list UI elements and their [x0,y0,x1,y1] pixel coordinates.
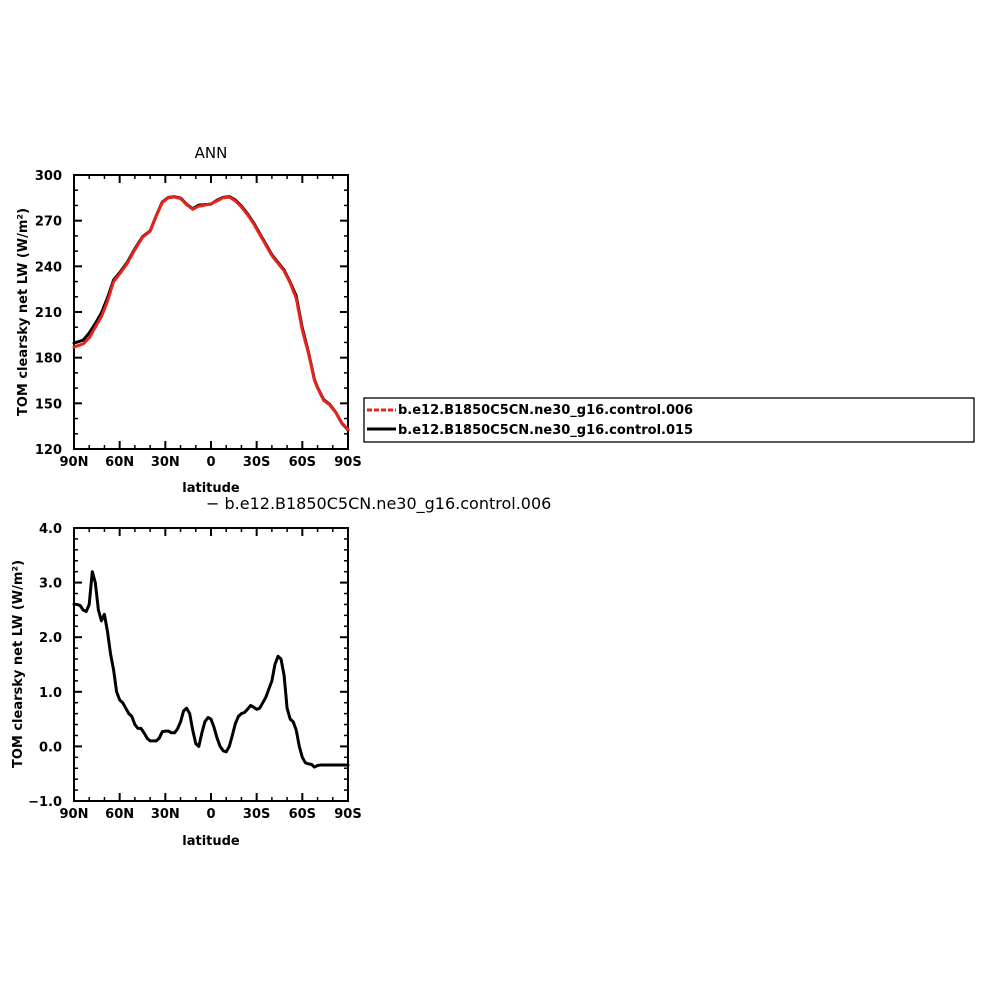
bottom-series-line-1 [72,570,350,769]
top-x-tick-label: 90S [334,455,361,470]
top-y-tick-label: 150 [35,397,62,412]
top-series-line-1 [72,195,350,431]
bottom-plot-frame [73,527,349,802]
legend-box [363,397,975,443]
top-y-tick-label: 180 [35,352,62,367]
bottom-x-tick-label: 90N [60,807,89,822]
legend-label-015: b.e12.B1850C5CN.ne30_g16.control.015 [398,423,693,438]
bottom-x-tick-label: 60S [289,807,316,822]
top-y-tick-label: 240 [35,260,62,275]
top-y-tick-label: 270 [35,215,62,230]
top-panel: ANN 90N 60N 30N 0 30S 60S 90S 120 150 180 210 240 27… [16,144,362,496]
bottom-x-axis-title: latitude [182,834,240,849]
top-plot-frame [73,174,349,450]
legend-label-006: b.e12.B1850C5CN.ne30_g16.control.006 [398,403,693,418]
top-axis-ticks: 90N 60N 30N 0 30S 60S 90S 120 150 180 210 240 270 300 [35,169,362,470]
top-y-tick-label: 300 [35,169,62,184]
bottom-y-tick-label: 4.0 [39,522,62,537]
top-series-line-2 [72,195,350,432]
bottom-y-axis-title: TOM clearsky net LW (W/m²) [11,560,26,768]
bottom-plot-title: − b.e12.B1850C5CN.ne30_g16.control.006 [206,494,551,514]
top-y-tick-label: 120 [35,443,62,458]
top-x-tick-label: 30S [243,455,270,470]
bottom-x-tick-label: 90S [334,807,361,822]
legend: b.e12.B1850C5CN.ne30_g16.control.006 b.e… [363,397,975,443]
top-x-tick-label: 60S [289,455,316,470]
bottom-x-tick-label: 60N [105,807,134,822]
top-plot-title: ANN [195,144,228,162]
bottom-y-tick-label: 1.0 [39,686,62,701]
bottom-x-tick-label: 30N [151,807,180,822]
bottom-axis-ticks: 90N 60N 30N 0 30S 60S 90S −1.0 0.0 1.0 2.0 3.0 4.0 [28,522,362,822]
bottom-panel: − b.e12.B1850C5CN.ne30_g16.control.006 9… [11,494,551,849]
bottom-x-tick-label: 30S [243,807,270,822]
top-y-axis-title: TOM clearsky net LW (W/m²) [16,208,31,416]
top-y-tick-label: 210 [35,306,62,321]
top-x-tick-label: 0 [206,455,215,470]
bottom-y-tick-label: −1.0 [28,795,62,810]
bottom-series-group [72,570,350,769]
bottom-x-tick-label: 0 [206,807,215,822]
top-x-axis-title: latitude [182,481,240,496]
top-x-tick-label: 30N [151,455,180,470]
top-x-tick-label: 60N [105,455,134,470]
bottom-y-tick-label: 3.0 [39,577,62,592]
bottom-y-tick-label: 0.0 [39,740,62,755]
top-x-tick-label: 90N [60,455,89,470]
top-series-group [72,195,350,432]
bottom-y-tick-label: 2.0 [39,631,62,646]
